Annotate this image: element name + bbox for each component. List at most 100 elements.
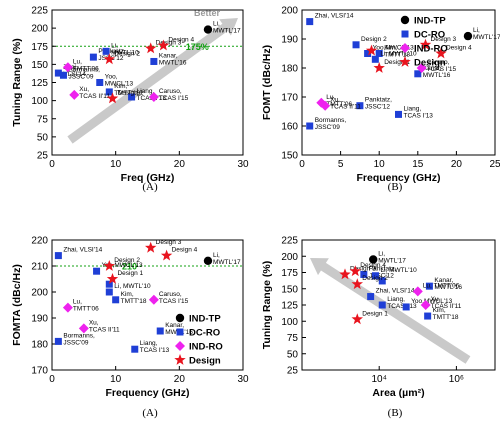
dc-ro-marker xyxy=(54,252,62,260)
dc-ro-marker xyxy=(378,301,386,309)
design-marker xyxy=(157,39,170,51)
y-tick-label: 200 xyxy=(281,252,298,263)
point-label: Lu, TMTT'06 xyxy=(73,299,99,313)
design-marker xyxy=(106,273,119,284)
ind-tp-marker xyxy=(369,255,378,264)
y-tick-label: 125 xyxy=(281,301,298,312)
dc-ro-marker xyxy=(54,69,62,77)
y-tick-label: 175 xyxy=(281,268,298,279)
better-label: Better xyxy=(194,8,221,18)
point-label: Xu, TCAS II'11 xyxy=(431,296,462,310)
ind-ro-marker xyxy=(62,62,73,73)
point-label: Design 2 xyxy=(114,50,140,57)
y-tick-label: 200 xyxy=(31,24,48,35)
ind-ro-marker xyxy=(412,286,423,297)
legend: IND-TP DC-RO IND-RO Design xyxy=(399,16,448,69)
dc-ro-marker xyxy=(105,280,113,288)
ind-ro-marker xyxy=(416,63,427,73)
point-label: Panktatz, JSSC'12 xyxy=(369,265,396,279)
dc-ro-marker xyxy=(96,79,104,86)
y-tick-label: 190 xyxy=(31,314,48,325)
dc-ro-marker xyxy=(401,30,409,38)
dc-ro-marker xyxy=(360,270,368,278)
design-marker xyxy=(419,38,432,50)
point-label: Bormanns, JSSC'09 xyxy=(63,332,95,346)
point-label: Kim, TMTT'18 xyxy=(433,307,459,321)
design-marker xyxy=(103,53,115,65)
legend-entry: Design xyxy=(414,58,446,69)
ind-tp-marker xyxy=(463,31,473,41)
y-tick-label: 25 xyxy=(37,151,49,162)
point-label: Caruso, TCAS I'15 xyxy=(427,59,457,73)
plot-frame xyxy=(51,239,244,371)
panel-caption: (B) xyxy=(388,181,403,193)
x-tick-label: 0 xyxy=(49,159,55,170)
design-marker xyxy=(351,278,363,290)
point-label: Caruso, TCAS I'15 xyxy=(159,291,189,305)
point-label: Design 1 xyxy=(384,59,410,66)
point-label: Design 1 xyxy=(117,89,143,96)
legend-entry: IND-TP xyxy=(189,314,221,325)
ind-tp-marker xyxy=(175,313,185,323)
x-tick-label: 0 xyxy=(299,159,305,170)
trend-arrow xyxy=(67,18,239,144)
y-tick-label: 200 xyxy=(31,288,48,299)
point-label: Yoo,MWCL'13 xyxy=(102,262,143,269)
y-tick-label: 125 xyxy=(31,78,48,89)
design-marker xyxy=(365,44,378,56)
x-tick-label: 15 xyxy=(412,159,424,170)
y-tick-label: 75 xyxy=(37,114,49,125)
dc-ro-marker xyxy=(371,55,379,63)
ind-tp-marker xyxy=(203,256,213,265)
point-label: Lu, TMTT'06 xyxy=(73,58,99,72)
point-label: Kanar,MWTL'16 xyxy=(434,277,462,291)
design-marker xyxy=(349,265,361,277)
y-tick-label: 175 xyxy=(31,42,48,53)
design-marker xyxy=(145,241,157,253)
point-label: Design 4 xyxy=(360,262,386,269)
point-label: Design 3 xyxy=(350,265,376,272)
chart-panel-1: Better 175% 0 10 20 30 25 50 75 100 125 150 175 200 22… xyxy=(11,6,249,194)
y-tick-label: 180 xyxy=(281,64,298,75)
x-axis-label: Area (µm²) xyxy=(372,387,424,399)
point-label: Li, MWTL'10 xyxy=(380,50,417,57)
y-tick-label: 150 xyxy=(281,151,298,162)
x-tick-label: 0 xyxy=(49,374,55,385)
design-marker xyxy=(174,354,186,365)
dc-ro-marker xyxy=(54,337,62,345)
ind-ro-marker xyxy=(320,100,331,111)
x-tick-label: 5 xyxy=(338,159,344,170)
y-tick-label: 225 xyxy=(281,236,298,247)
design-marker xyxy=(106,92,119,104)
y-axis-label: Tuning Range (%) xyxy=(11,38,23,126)
y-tick-label: 200 xyxy=(281,6,298,17)
ind-ro-marker xyxy=(78,323,89,334)
dc-ro-marker xyxy=(102,47,110,55)
dc-ro-marker xyxy=(306,18,314,26)
point-label: Design 2 xyxy=(362,275,388,282)
point-label: Liang, TCAS I'13 xyxy=(140,340,170,354)
point-label: Liang, TCAS I'13 xyxy=(404,105,434,119)
point-label: Lu, TMTT'06 xyxy=(423,282,460,289)
dc-ro-marker xyxy=(371,272,379,280)
y-tick-label: 50 xyxy=(287,349,299,360)
design-marker xyxy=(351,313,363,325)
point-label: Li, MWTL'10 xyxy=(111,42,139,56)
legend-entry: DC-RO xyxy=(414,30,445,41)
point-label: Design 3 xyxy=(156,239,182,246)
dc-ro-marker xyxy=(306,122,314,130)
point-label: Bormanns, JSSC'09 xyxy=(68,66,100,80)
dc-ro-marker xyxy=(112,296,120,304)
design-marker xyxy=(103,260,115,271)
plot-frame xyxy=(301,9,496,156)
point-label: Zhai, VLSI'14 xyxy=(315,13,354,20)
ind-ro-marker xyxy=(148,294,159,305)
x-tick-label: 20 xyxy=(451,159,463,170)
point-label: Design 4 xyxy=(446,45,472,52)
point-label: Li, MWTL'17 xyxy=(473,27,500,41)
x-tick-label: 10⁶ xyxy=(449,374,464,385)
point-label: Kim, TMTT'18 xyxy=(384,45,410,59)
point-label: Design 4 xyxy=(172,247,198,254)
point-label: Bormanns, JSSC'09 xyxy=(315,117,347,131)
